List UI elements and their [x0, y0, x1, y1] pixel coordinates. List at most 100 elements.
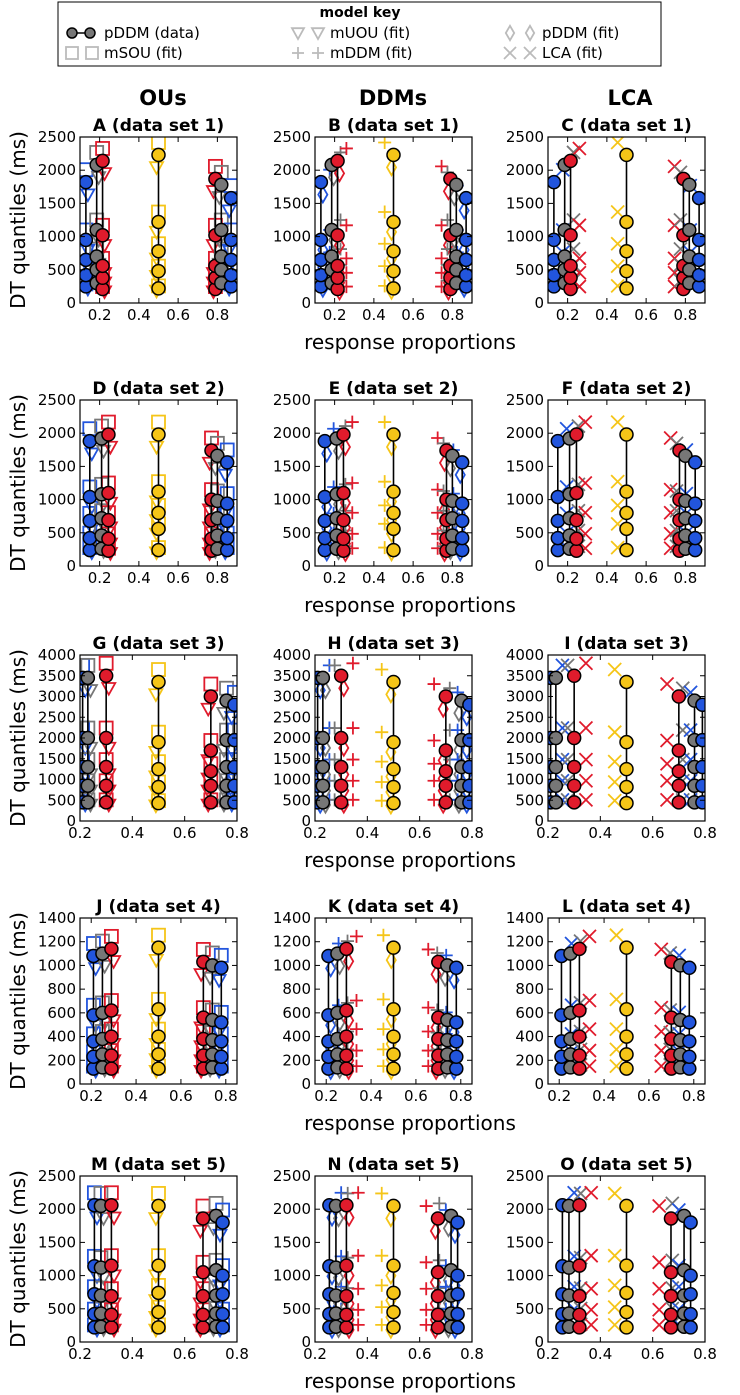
data-point-blue	[682, 1015, 697, 1030]
data-point-blue	[227, 795, 237, 810]
fit-plus-marker	[432, 1196, 446, 1210]
data-point-blue	[458, 252, 472, 268]
y-tick-label: 500	[515, 261, 544, 279]
y-tick-label: 600	[515, 1004, 544, 1022]
fit-plus-marker	[346, 721, 360, 735]
panel-title: C (data set 1)	[561, 116, 692, 136]
y-tick-label: 1400	[273, 909, 311, 927]
y-tick-label: 2500	[273, 1167, 311, 1185]
fit-plus-marker	[351, 1282, 365, 1296]
data-point-yellow	[386, 1047, 401, 1062]
legend-item-square: mSOU (fit)	[65, 44, 183, 62]
plot-area	[80, 137, 237, 300]
fit-plus-marker	[427, 757, 441, 771]
data-point-yellow	[151, 734, 166, 750]
data-point-red	[572, 1029, 587, 1044]
fit-square-marker	[151, 927, 166, 943]
y-tick-label: 2000	[273, 729, 311, 747]
axes-frame	[79, 399, 238, 567]
y-tick-label: 2500	[506, 1167, 544, 1185]
fit-plus-marker	[421, 1001, 435, 1015]
data-point-yellow	[619, 761, 634, 777]
y-tick-label: 0	[301, 294, 311, 312]
fit-x-marker	[578, 656, 594, 671]
data-point-red	[563, 153, 578, 169]
data-point-blue	[687, 496, 703, 511]
y-tick-label: 500	[515, 1300, 544, 1318]
y-tick-label: 2000	[506, 1200, 544, 1218]
data-point-gray	[80, 795, 96, 810]
y-tick-label: 0	[534, 1075, 544, 1093]
fit-plus-marker	[349, 929, 363, 943]
x-tick-label: 0.2	[68, 1345, 92, 1363]
y-tick-label: 2000	[506, 161, 544, 179]
data-point-red	[572, 1258, 587, 1273]
fit-plus-marker	[427, 774, 441, 788]
x-tick-label: 0.2	[556, 569, 580, 587]
data-point-yellow	[386, 243, 401, 259]
data-point-red	[563, 270, 578, 286]
x-tick-label: 0.8	[440, 569, 464, 587]
data-point-yellow	[619, 1047, 634, 1062]
data-point-yellow	[151, 761, 166, 777]
x-tick-label: 0.8	[449, 1087, 473, 1105]
fit-plus-marker	[339, 251, 353, 265]
x-tick-label: 0.6	[404, 1087, 428, 1105]
y-tick-label: 500	[515, 524, 544, 542]
fit-x-marker	[584, 1248, 599, 1263]
legend-label: mUOU (fit)	[330, 24, 410, 42]
data-point-yellow	[619, 734, 634, 750]
y-tick-label: 1500	[273, 194, 311, 212]
data-point-gray	[315, 778, 331, 793]
y-tick-label: 0	[66, 557, 76, 575]
data-point-blue	[214, 1049, 229, 1064]
data-point-blue	[80, 174, 94, 190]
fit-square-marker	[151, 1186, 166, 1201]
fit-diamond-marker	[321, 444, 333, 464]
fit-triangle-marker	[202, 971, 219, 987]
data-point-red	[339, 1258, 354, 1273]
fit-x-marker	[659, 756, 675, 771]
y-tick-label: 1500	[38, 750, 76, 768]
data-point-red	[104, 1197, 119, 1213]
data-point-red	[104, 1048, 119, 1063]
data-point-red	[101, 427, 116, 442]
x-tick-label: 0.8	[460, 824, 484, 842]
panel-title: F (data set 2)	[562, 379, 692, 399]
data-point-red	[203, 689, 219, 704]
data-point-blue	[683, 1286, 698, 1302]
x-tick-label: 0.6	[641, 824, 665, 842]
y-tick-label: 0	[534, 1333, 544, 1351]
x-tick-label: 0.8	[205, 569, 229, 587]
data-point-yellow	[151, 674, 166, 690]
y-tick-label: 2000	[273, 424, 311, 442]
data-point-red	[95, 270, 110, 286]
data-point-yellow	[619, 243, 634, 259]
data-point-yellow	[619, 281, 634, 296]
y-tick-label: 1000	[273, 228, 311, 246]
fit-triangle-marker	[80, 188, 96, 203]
data-point-yellow	[151, 281, 166, 296]
data-point-blue	[317, 433, 333, 449]
data-point-yellow	[619, 263, 634, 279]
data-point-blue	[683, 1268, 698, 1283]
fit-plus-marker	[427, 733, 441, 747]
fit-x-marker	[584, 1185, 599, 1200]
fit-plus-marker	[375, 1278, 389, 1292]
axes-frame	[547, 136, 706, 304]
data-point-blue	[80, 232, 94, 248]
data-point-blue	[458, 267, 472, 283]
plot-area	[550, 414, 703, 558]
data-point-yellow	[386, 147, 401, 163]
y-tick-label: 1000	[273, 491, 311, 509]
fit-x-marker	[607, 754, 622, 769]
x-tick-label: 0.6	[166, 306, 190, 324]
data-point-blue	[695, 732, 705, 748]
y-tick-label: 1000	[38, 491, 76, 509]
y-tick-label: 800	[282, 980, 311, 998]
data-point-red	[438, 763, 454, 779]
data-point-red	[430, 1288, 446, 1304]
data-point-blue	[454, 542, 470, 558]
panel-f: F (data set 2) 0 500 1000 1500 2000 2500 0.2 0.4…	[506, 379, 706, 587]
